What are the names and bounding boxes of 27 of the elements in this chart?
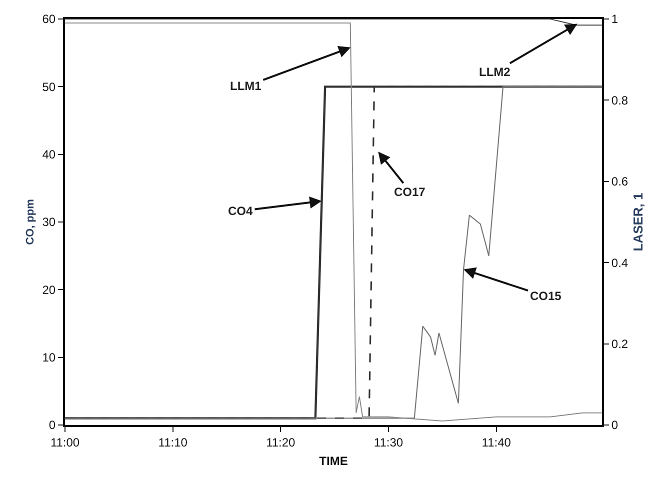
y2-tick-label: 1 <box>611 12 618 26</box>
annotation: CO17 <box>394 185 426 199</box>
y-tick-label: 0 <box>48 418 56 432</box>
y-tick-label: 50 <box>42 80 56 94</box>
x-tick-label: 11:40 <box>482 435 512 450</box>
x-axis-title: TIME <box>319 454 348 468</box>
y-tick-label: 20 <box>42 282 56 297</box>
y-tick-label: 10 <box>42 350 56 365</box>
annotation: CO4 <box>228 204 253 218</box>
y-tick-label: 40 <box>42 148 56 162</box>
annotation: LLM1 <box>230 79 262 93</box>
y2-tick-label: 0.2 <box>611 337 628 351</box>
y-tick-label: 30 <box>42 215 56 230</box>
y2-axis-title: LASER, 1 <box>630 192 646 252</box>
x-tick-label: 11:20 <box>266 435 296 450</box>
annotation: LLM2 <box>479 65 511 79</box>
line-series <box>65 22 602 422</box>
x-tick-label: 11:30 <box>374 435 404 450</box>
y-tick-label: 60 <box>42 12 56 26</box>
x-tick-label: 11:10 <box>158 435 188 450</box>
y2-tick-label: 0.6 <box>611 174 628 189</box>
y2-tick-label: 0 <box>611 418 618 432</box>
y2-tick-label: 0.8 <box>611 93 628 108</box>
y2-tick-label: 0.4 <box>611 256 628 270</box>
y-axis-title: CO, ppm <box>24 198 36 245</box>
annotation: CO15 <box>530 289 562 303</box>
x-tick-label: 11:00 <box>50 435 80 450</box>
